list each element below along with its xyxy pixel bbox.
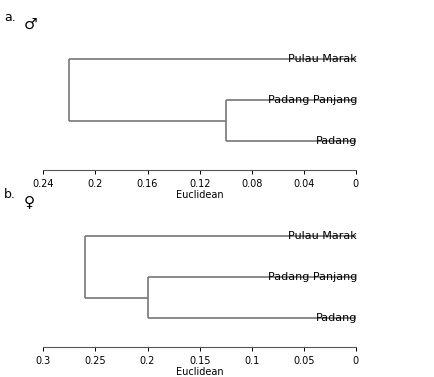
Text: ♀: ♀ xyxy=(24,194,35,209)
Text: Padang: Padang xyxy=(316,313,357,323)
Text: Padang Panjang: Padang Panjang xyxy=(267,272,357,282)
Text: a.: a. xyxy=(4,11,16,24)
Text: Pulau Marak: Pulau Marak xyxy=(288,231,357,241)
Text: Padang Panjang: Padang Panjang xyxy=(268,95,357,105)
Text: b.: b. xyxy=(4,188,16,201)
X-axis label: Euclidean: Euclidean xyxy=(176,190,224,200)
Text: ♂: ♂ xyxy=(24,17,37,32)
X-axis label: Euclidean: Euclidean xyxy=(176,367,224,377)
Text: Padang: Padang xyxy=(316,136,357,146)
Text: Pulau Marak: Pulau Marak xyxy=(289,54,357,64)
